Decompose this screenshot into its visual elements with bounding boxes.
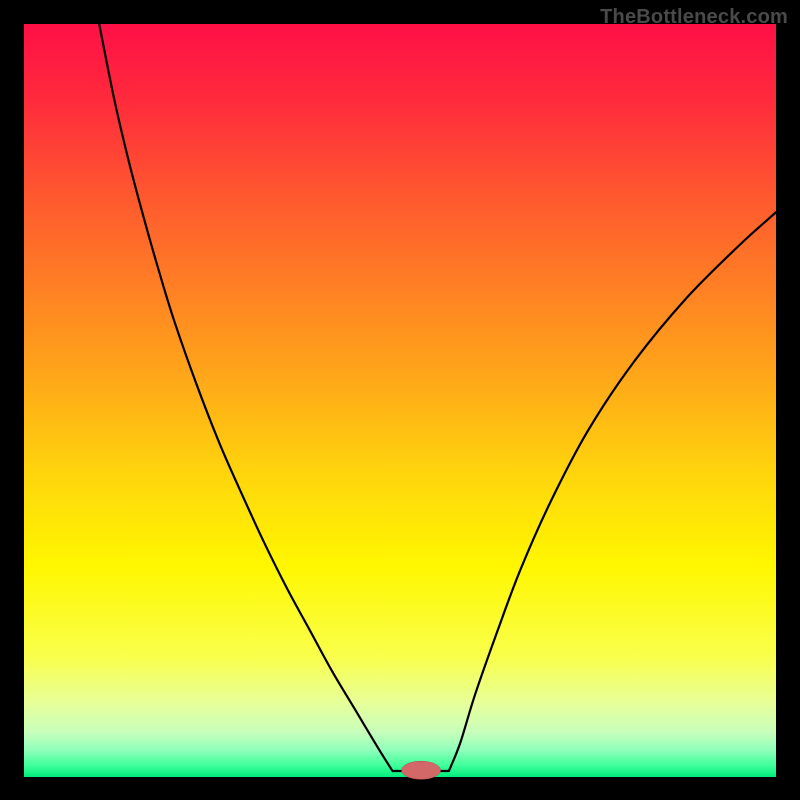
plot-area bbox=[24, 24, 776, 777]
optimal-marker bbox=[402, 761, 441, 779]
attribution-text: TheBottleneck.com bbox=[600, 6, 788, 29]
bottleneck-chart bbox=[0, 0, 800, 800]
